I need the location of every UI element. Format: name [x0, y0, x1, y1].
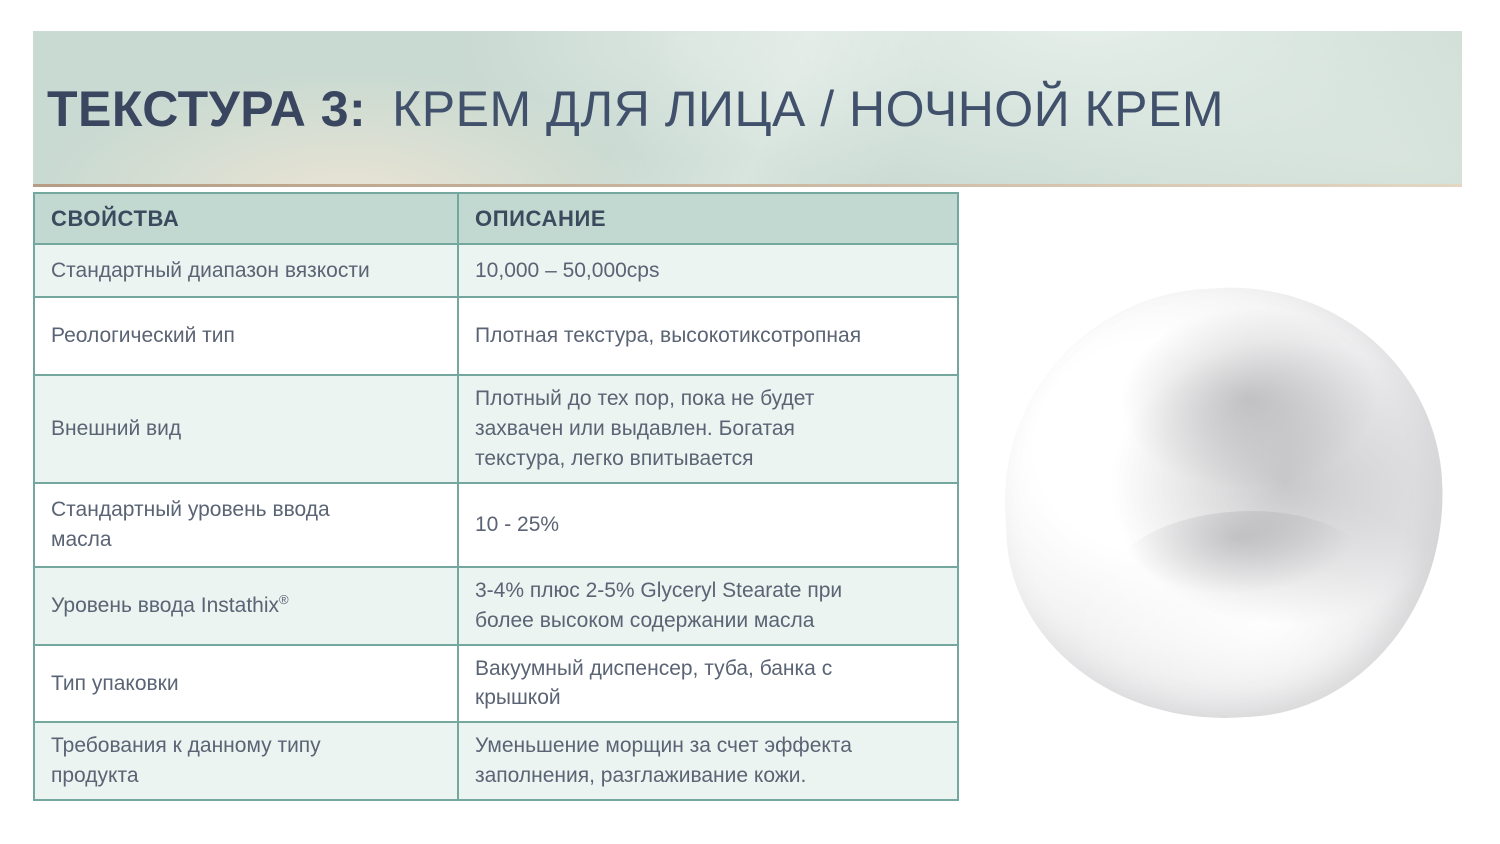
property-cell: Стандартный диапазон вязкости: [33, 243, 459, 298]
property-label: Внешний вид: [51, 417, 182, 441]
description-cell: 3-4% плюс 2-5% Glyceryl Stearate при бол…: [457, 566, 959, 646]
description-cell: 10 - 25%: [457, 482, 959, 568]
column-header-description: ОПИСАНИЕ: [457, 192, 959, 245]
description-value: 3-4% плюс 2-5% Glyceryl Stearate при бол…: [475, 579, 843, 632]
description-cell: Вакуумный диспенсер, туба, банка с крышк…: [457, 643, 959, 724]
description-cell: Плотный до тех пор, пока не будет захвач…: [457, 374, 959, 484]
table-header-row: СВОЙСТВА ОПИСАНИЕ: [33, 192, 959, 245]
property-label: Стандартный диапазон вязкости: [51, 258, 370, 282]
table-row: Реологический тип Плотная текстура, высо…: [33, 296, 959, 376]
description-cell: Плотная текстура, высокотиксотропная: [457, 296, 959, 376]
page-title: ТЕКСТУРА 3: КРЕМ ДЛЯ ЛИЦА / НОЧНОЙ КРЕМ: [33, 80, 1224, 138]
property-label: Требования к данному типу продукта: [51, 734, 321, 788]
description-cell: Уменьшение морщин за счет эффекта заполн…: [457, 721, 959, 801]
table-row: Уровень ввода Instathix® 3-4% плюс 2-5% …: [33, 566, 959, 646]
property-label: Стандартный уровень ввода масла: [51, 498, 330, 551]
property-cell: Уровень ввода Instathix®: [33, 566, 459, 646]
cream-swatch-image: [994, 276, 1454, 730]
property-cell: Тип упаковки: [33, 643, 459, 724]
property-label-text: Уровень ввода Instathix: [51, 593, 279, 617]
table-row: Стандартный уровень ввода масла 10 - 25%: [33, 482, 959, 568]
property-label: Реологический тип: [51, 324, 235, 348]
description-value: 10,000 – 50,000cps: [475, 258, 660, 282]
description-value: Вакуумный диспенсер, туба, банка с крышк…: [475, 656, 833, 710]
table-row: Внешний вид Плотный до тех пор, пока не …: [33, 374, 959, 484]
description-value: 10 - 25%: [475, 513, 560, 537]
description-value: Уменьшение морщин за счет эффекта заполн…: [475, 734, 852, 788]
description-value: Плотная текстура, высокотиксотропная: [475, 324, 862, 348]
table-row: Стандартный диапазон вязкости 10,000 – 5…: [33, 243, 959, 298]
properties-table: СВОЙСТВА ОПИСАНИЕ Стандартный диапазон в…: [33, 192, 959, 801]
description-cell: 10,000 – 50,000cps: [457, 243, 959, 298]
property-cell: Внешний вид: [33, 374, 459, 484]
property-label: Уровень ввода Instathix®: [51, 591, 289, 621]
title-prefix: ТЕКСТУРА 3:: [47, 81, 367, 137]
property-cell: Реологический тип: [33, 296, 459, 376]
title-main: КРЕМ ДЛЯ ЛИЦА / НОЧНОЙ КРЕМ: [392, 81, 1225, 137]
property-cell: Требования к данному типу продукта: [33, 721, 459, 801]
banner: ТЕКСТУРА 3: КРЕМ ДЛЯ ЛИЦА / НОЧНОЙ КРЕМ: [33, 31, 1462, 187]
property-label: Тип упаковки: [51, 671, 179, 695]
table-row: Требования к данному типу продукта Умень…: [33, 721, 959, 801]
table-row: Тип упаковки Вакуумный диспенсер, туба, …: [33, 643, 959, 724]
property-cell: Стандартный уровень ввода масла: [33, 482, 459, 568]
registered-trademark-symbol: ®: [279, 591, 289, 607]
description-value: Плотный до тех пор, пока не будет захвач…: [475, 387, 815, 470]
column-header-properties: СВОЙСТВА: [33, 192, 459, 245]
